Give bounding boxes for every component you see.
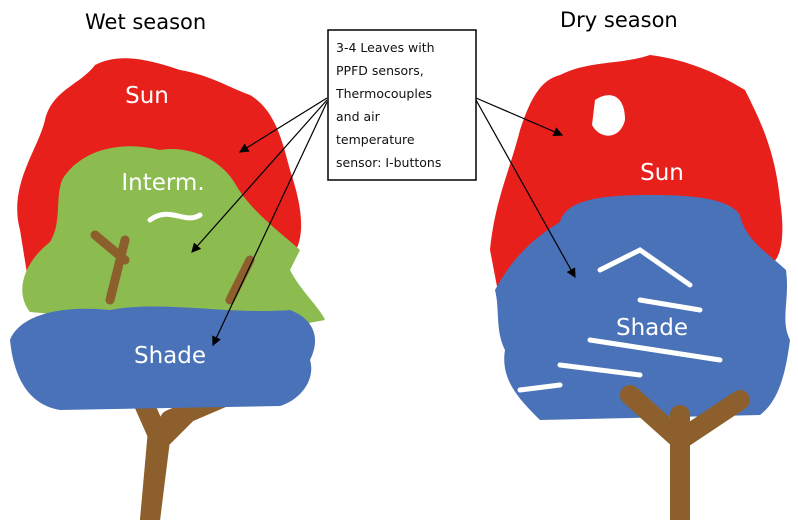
zone-label: Sun — [640, 160, 684, 186]
arrow — [238, 97, 328, 153]
shade-canopy — [10, 306, 316, 410]
note-line: Thermocouples — [335, 86, 432, 101]
arrow — [191, 99, 328, 253]
interm-canopy — [22, 146, 325, 332]
note-line: sensor: I-buttons — [336, 155, 441, 170]
arrow — [475, 99, 576, 279]
zone-label: Sun — [125, 83, 169, 109]
note-line: 3-4 Leaves with — [336, 40, 435, 55]
gap — [517, 247, 723, 393]
panel-title: Wet season — [85, 10, 206, 34]
zone-label: Shade — [616, 315, 688, 341]
trunk — [620, 385, 750, 520]
annotation: 3-4 Leaves with PPFD sensors, Thermocoup… — [191, 29, 576, 347]
note-line: and air — [336, 109, 381, 124]
gap — [592, 95, 625, 136]
arrow — [212, 101, 328, 347]
gap — [147, 211, 203, 223]
arrow — [475, 97, 564, 137]
wet-tree: Wet season Sun Interm. Shade — [10, 10, 325, 520]
zone-label: Interm. — [121, 170, 204, 196]
dry-tree: Dry season Sun Shade — [490, 8, 790, 520]
trunk — [140, 420, 168, 520]
zone-label: Shade — [134, 343, 206, 369]
note-line: temperature — [336, 132, 415, 147]
note-box — [327, 29, 477, 181]
panel-title: Dry season — [560, 8, 678, 32]
branch — [90, 230, 255, 305]
note-line: PPFD sensors, — [336, 63, 424, 78]
